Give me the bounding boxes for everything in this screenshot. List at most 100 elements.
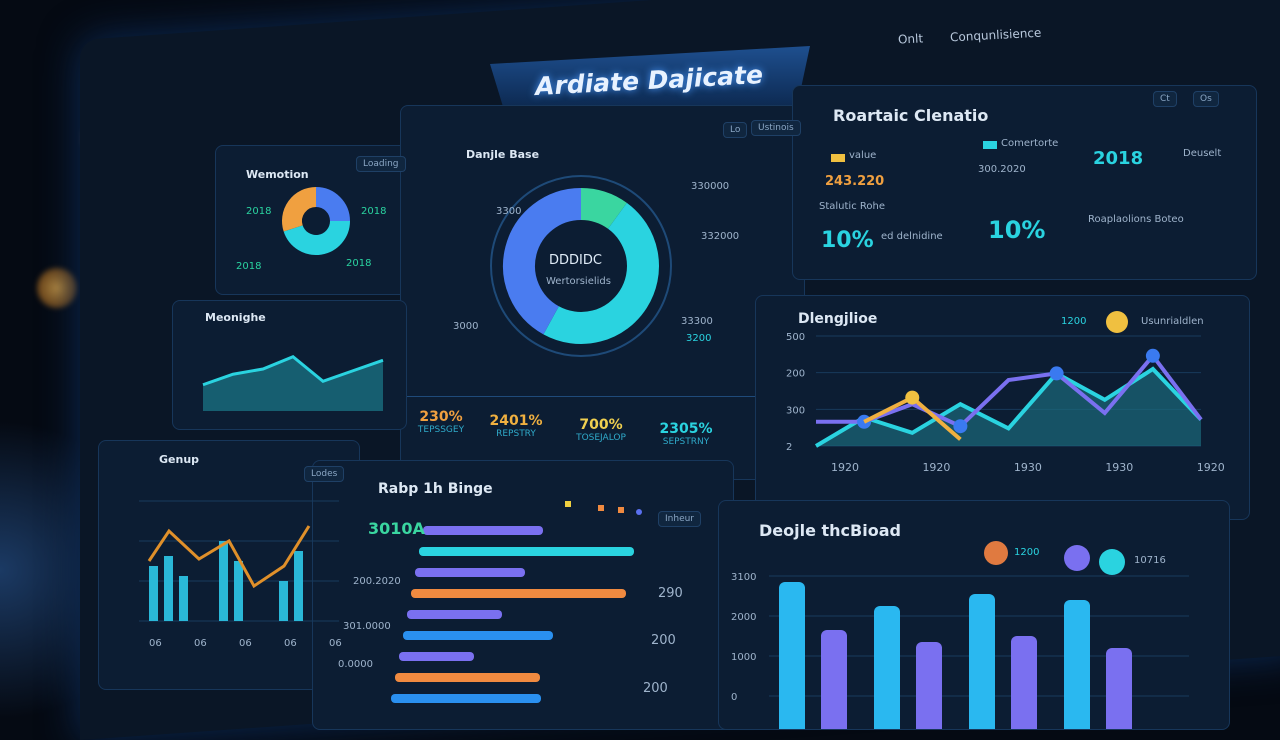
stat-item: 700% TOSEJALOP (561, 417, 641, 443)
stat-item: 2401% REPSTRY (476, 413, 556, 439)
y-tick: 3100 (731, 572, 756, 583)
area-line (202, 355, 384, 387)
panel-title: Danjle Base (466, 148, 540, 161)
bar-label: 200.2020 (353, 576, 401, 587)
bar-value: 290 (658, 586, 683, 601)
hbar-panel: Rabp 1h Binge 3010A 200.2020 301.0000 0.… (312, 460, 734, 730)
bar-label: 0.0000 (338, 659, 373, 670)
panel-title: Dlengjlioe (798, 311, 878, 327)
stat-value: 230% (419, 409, 463, 425)
kpi-desc: Deuselt (1183, 148, 1222, 159)
bar (164, 556, 173, 621)
legend-label: 1200 (1061, 316, 1087, 327)
bar (294, 551, 303, 621)
filter-button[interactable]: Lo (723, 122, 748, 138)
area-chart-panel: Meonighe (172, 300, 407, 430)
stat-label: REPSTRY (496, 429, 536, 439)
center-donut-panel: Danjle Base Lo Ustinois DDDIDC Wertorsie… (400, 105, 805, 480)
nav-item[interactable]: Onlt (897, 31, 924, 47)
bokeh-light (35, 266, 79, 310)
y-tick: 1000 (731, 652, 756, 663)
kpi-label: Stalutic Rohe (819, 201, 885, 212)
stat-label: TOSEJALOP (576, 433, 626, 443)
loading-button[interactable]: Loading (356, 156, 406, 172)
legend-label: 2018 (361, 206, 387, 217)
bar-label: 301.0000 (343, 621, 391, 632)
bar (391, 694, 541, 703)
legend-dot (636, 509, 642, 515)
panel-title: Roartaic Clenatio (833, 106, 989, 125)
x-tick: 06 (284, 638, 297, 649)
x-tick: 1920 (1197, 461, 1225, 474)
y-tick: 0 (731, 692, 737, 703)
bar (179, 576, 188, 621)
stat-value: 2305% (659, 421, 713, 437)
stat-item: 230% TEPSSGEY (401, 409, 481, 435)
filter-button[interactable]: Inheur (658, 511, 702, 527)
series-line (863, 395, 962, 441)
kpi-value: 2018 (1093, 148, 1144, 169)
donut-slice (580, 188, 627, 230)
donut-label: 330000 (691, 181, 730, 192)
y-tick: 2 (786, 442, 792, 453)
filter-button[interactable]: Ustinois (751, 120, 801, 136)
legend-dot (618, 507, 624, 513)
summary-panel: Roartaic Clenatio Ct Os value 243.220 St… (792, 85, 1257, 280)
bar (411, 589, 626, 598)
bar (279, 581, 288, 621)
legend-label: 2018 (346, 258, 372, 269)
bar (779, 582, 805, 729)
area-fill (203, 356, 383, 411)
bar (423, 526, 543, 535)
bar (821, 630, 847, 729)
legend-label: 1200 (1014, 547, 1040, 558)
donut-label: 3000 (453, 321, 479, 332)
x-tick: 1930 (1105, 461, 1133, 474)
line-chart: 2 300 200 500 1920 1920 1930 1930 1920 (786, 332, 1225, 474)
stat-item: 2305% SEPSTRNY (646, 421, 726, 447)
donut-slice (543, 202, 659, 344)
donut-label: 332000 (701, 231, 740, 242)
bar (399, 652, 474, 661)
x-tick: 1920 (831, 461, 859, 474)
stats-row: 230% TEPSSGEY 2401% REPSTRY 700% TOSEJALOP … (401, 396, 804, 476)
bar-value: 200 (643, 681, 668, 696)
legend-label: Comertorte (1001, 138, 1059, 149)
legend-dot-yellow (1106, 311, 1128, 333)
bar (149, 566, 158, 621)
data-point (905, 390, 920, 405)
bar (219, 541, 228, 621)
legend-dot-purple (1064, 545, 1090, 571)
data-point (857, 414, 872, 429)
panel-title: Rabp 1h Binge (378, 481, 493, 497)
legend-dot (565, 501, 571, 507)
y-tick: 200 (786, 369, 805, 380)
series-line (816, 352, 1203, 429)
kpi-value: 10% (821, 228, 874, 253)
kpi-desc: ed delnidine (881, 231, 943, 242)
x-tick: 06 (239, 638, 252, 649)
legend-dot-orange (984, 541, 1008, 565)
bar (1011, 636, 1037, 729)
y-tick: 500 (786, 332, 805, 343)
lodes-button[interactable]: Lodes (304, 466, 345, 482)
bar (234, 561, 243, 621)
x-tick: 1920 (922, 461, 950, 474)
toggle-button[interactable]: Os (1193, 91, 1219, 107)
toggle-button[interactable]: Ct (1153, 91, 1177, 107)
center-donut-chart (490, 175, 672, 357)
column-chart-panel: 3100 2000 1000 0 Deojle thcBioad 1200 10716 (718, 500, 1230, 730)
data-point (1145, 348, 1160, 363)
bar-value: 200 (651, 633, 676, 648)
bar (395, 673, 540, 682)
donut-center-label: Wertorsielids (546, 276, 611, 287)
bar (916, 642, 942, 729)
summary-number: 243.220 (825, 174, 885, 189)
x-tick: 1930 (1014, 461, 1042, 474)
x-tick: 06 (194, 638, 207, 649)
panel-title: Deojle thcBioad (759, 521, 901, 540)
legend-label: 2018 (236, 261, 262, 272)
legend-label: Usunrialdlen (1141, 316, 1204, 327)
line-chart-panel: 2 300 200 500 1920 1920 1930 1930 1920 Dlengjlio… (755, 295, 1250, 520)
bar (1106, 648, 1132, 729)
